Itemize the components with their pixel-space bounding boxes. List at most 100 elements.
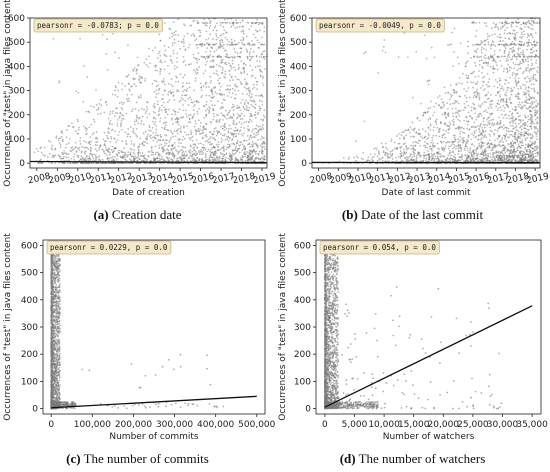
scatter-point (466, 140, 469, 143)
scatter-point (176, 132, 179, 135)
scatter-point (533, 122, 535, 125)
scatter-point (241, 19, 244, 22)
scatter-point (233, 55, 236, 58)
scatter-point (237, 64, 240, 66)
scatter-point (252, 33, 255, 36)
scatter-point (209, 60, 212, 63)
scatter-point (183, 74, 186, 76)
scatter-point (187, 133, 190, 136)
scatter-point (163, 149, 166, 152)
scatter-point (224, 73, 227, 76)
scatter-point (95, 156, 98, 159)
scatter-point (104, 152, 106, 155)
y-tick-label: 400 (8, 62, 25, 72)
scatter-point (183, 35, 186, 38)
scatter-point (75, 151, 78, 153)
scatter-point (186, 159, 189, 162)
scatter-point (191, 150, 194, 153)
scatter-point (519, 53, 521, 56)
scatter-point (76, 118, 79, 121)
scatter-point (449, 149, 451, 152)
scatter-point (514, 126, 517, 129)
scatter-point (231, 79, 234, 81)
scatter-point (260, 118, 262, 121)
scatter-point (525, 99, 528, 101)
scatter-point (381, 159, 384, 162)
scatter-point (263, 30, 266, 33)
scatter-point (189, 96, 192, 99)
scatter-point (130, 140, 133, 143)
scatter-point (237, 132, 240, 135)
scatter-point (263, 158, 266, 160)
scatter-point (427, 160, 430, 163)
scatter-point (184, 109, 187, 112)
scatter-point (533, 90, 536, 93)
scatter-point (83, 151, 86, 154)
scatter-point (168, 37, 171, 39)
scatter-point (107, 131, 110, 133)
scatter-point (233, 152, 236, 155)
scatter-point (243, 145, 246, 147)
scatter-point (242, 33, 245, 35)
scatter-point (441, 154, 444, 157)
scatter-point (119, 111, 122, 114)
scatter-point (479, 124, 482, 126)
scatter-point (33, 151, 36, 154)
scatter-point (221, 134, 224, 137)
scatter-point (209, 135, 212, 138)
scatter-point (449, 98, 451, 101)
scatter-point (473, 94, 476, 97)
scatter-point (473, 149, 476, 151)
scatter-point (430, 148, 433, 150)
scatter-point (464, 159, 467, 162)
scatter-point (254, 22, 256, 25)
scatter-point (246, 135, 249, 137)
scatter-point (473, 130, 475, 133)
scatter-point (256, 83, 258, 86)
scatter-point (174, 113, 177, 116)
scatter-point (218, 121, 220, 123)
scatter-point (432, 142, 434, 144)
scatter-point (470, 106, 473, 109)
scatter-point (431, 149, 433, 152)
scatter-point (246, 49, 249, 52)
scatter-point (63, 162, 66, 164)
scatter-point (363, 52, 365, 55)
scatter-point (145, 110, 148, 113)
scatter-point (193, 104, 196, 106)
scatter-point (209, 143, 212, 145)
scatter-point (196, 101, 199, 103)
scatter-point (232, 123, 235, 126)
scatter-point (211, 158, 214, 161)
scatter-point (526, 137, 529, 139)
scatter-point (530, 83, 533, 86)
scatter-point (175, 75, 177, 78)
scatter-point (228, 69, 231, 72)
scatter-point (176, 66, 178, 69)
scatter-point (125, 98, 128, 100)
scatter-point (261, 82, 264, 85)
scatter-point (196, 22, 199, 25)
scatter-point (261, 36, 263, 39)
scatter-point (156, 151, 159, 154)
scatter-point (257, 94, 260, 97)
scatter-point (423, 157, 425, 160)
scatter-point (481, 76, 484, 79)
scatter-point (362, 151, 365, 154)
scatter-point (187, 104, 190, 106)
scatter-point (418, 153, 420, 156)
scatter-point (511, 51, 514, 53)
scatter-point (181, 139, 184, 141)
scatter-point (255, 94, 257, 97)
scatter-point (498, 83, 501, 86)
scatter-point (514, 72, 516, 75)
scatter-point (512, 116, 515, 118)
scatter-point (173, 157, 176, 159)
scatter-point (529, 133, 532, 135)
scatter-point (102, 149, 105, 152)
scatter-point (524, 114, 526, 116)
scatter-point (483, 142, 486, 144)
scatter-point (104, 144, 107, 147)
scatter-point (169, 139, 171, 141)
scatter-point (159, 39, 162, 42)
